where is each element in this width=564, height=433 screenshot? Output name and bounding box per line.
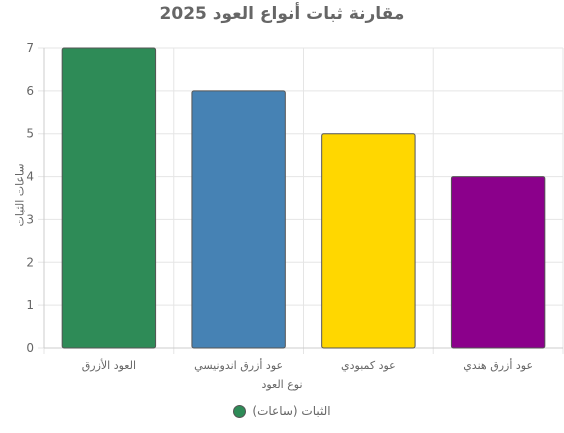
y-tick-label: 7 — [26, 41, 34, 55]
bar — [321, 133, 416, 349]
y-tick-label: 3 — [26, 212, 34, 226]
legend-label: الثبات (ساعات) — [252, 404, 331, 418]
x-tick-label: عود أزرق هندي — [463, 358, 533, 372]
x-tick-label: العود الأزرق — [82, 358, 136, 372]
y-tick-label: 4 — [26, 170, 34, 184]
chart-title: مقارنة ثبات أنواع العود 2025 — [159, 4, 405, 24]
bar — [61, 47, 157, 349]
x-tick-label: عود كمبودي — [341, 359, 396, 372]
x-tick-label: عود أزرق اندونيسي — [194, 358, 283, 372]
legend-swatch — [233, 404, 247, 418]
y-tick-label: 6 — [26, 84, 34, 98]
x-axis-title: نوع العود — [261, 378, 303, 391]
y-tick-label: 5 — [26, 127, 34, 141]
y-tick-label: 1 — [26, 298, 34, 312]
y-tick-label: 0 — [26, 341, 34, 355]
y-tick-label: 2 — [26, 255, 34, 269]
bar — [191, 90, 286, 349]
legend: الثبات (ساعات) — [0, 404, 564, 421]
legend-item[interactable]: الثبات (ساعات) — [233, 404, 331, 418]
bar — [450, 176, 546, 349]
